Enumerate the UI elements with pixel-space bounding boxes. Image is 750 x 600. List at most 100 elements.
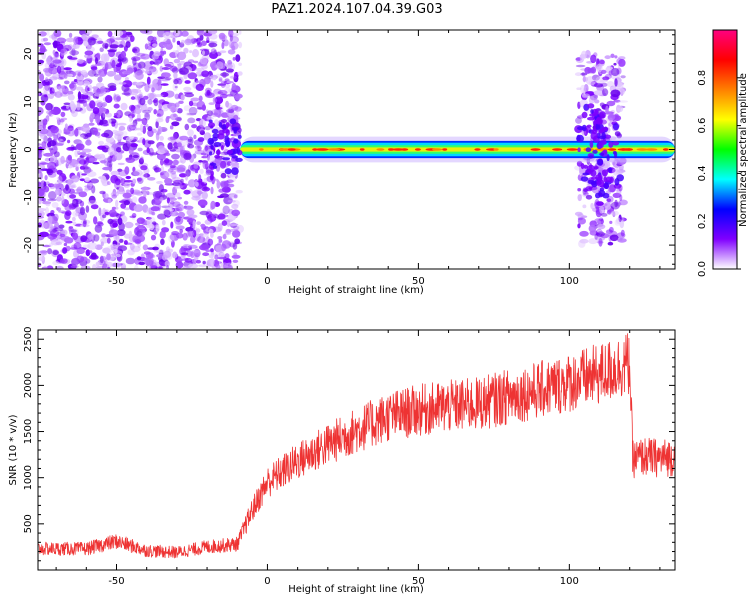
noise-blob: [614, 55, 618, 59]
noise-blob: [146, 147, 150, 154]
noise-blob: [94, 224, 103, 233]
noise-blob: [140, 156, 144, 162]
carrier-peak: [442, 148, 448, 151]
noise-blob: [88, 195, 96, 204]
noise-blob: [595, 206, 599, 210]
noise-blob: [113, 93, 117, 101]
noise-blob: [181, 39, 185, 45]
noise-blob: [226, 80, 233, 84]
carrier-peak: [414, 148, 421, 151]
cluster-blob: [585, 147, 592, 152]
noise-blob: [174, 85, 178, 89]
noise-blob: [54, 188, 62, 196]
cluster-blob: [587, 116, 595, 121]
noise-blob: [612, 167, 619, 176]
cluster-blob: [580, 176, 589, 182]
noise-blob: [187, 72, 198, 80]
noise-blob: [184, 172, 189, 181]
noise-blob: [189, 50, 193, 54]
noise-blob: [40, 100, 46, 106]
noise-blob: [133, 204, 144, 213]
noise-blob: [56, 207, 62, 212]
noise-blob: [233, 194, 238, 199]
y-tick-label: -20: [23, 237, 34, 253]
noise-blob: [226, 64, 233, 69]
noise-blob: [100, 160, 107, 164]
noise-blob: [585, 195, 593, 200]
noise-blob: [182, 232, 188, 241]
noise-blob: [71, 48, 76, 56]
noise-blob: [38, 262, 42, 267]
noise-blob: [166, 197, 170, 204]
noise-blob: [198, 264, 208, 268]
noise-blob: [118, 44, 124, 48]
noise-blob: [92, 264, 97, 269]
noise-blob: [147, 140, 155, 145]
cluster-blob: [587, 179, 595, 185]
noise-blob: [38, 256, 46, 262]
noise-blob: [129, 215, 136, 219]
noise-blob: [80, 125, 91, 132]
noise-blob: [185, 169, 191, 177]
noise-blob: [234, 106, 242, 112]
cluster-blob: [211, 136, 218, 142]
noise-blob: [197, 137, 205, 142]
noise-blob: [605, 105, 609, 115]
noise-blob: [610, 89, 621, 98]
noise-blob: [84, 187, 94, 191]
noise-blob: [54, 221, 60, 230]
noise-blob: [132, 48, 138, 53]
noise-blob: [185, 227, 194, 232]
colorbar-tick-label: 0.0: [697, 261, 708, 277]
noise-blob: [39, 73, 45, 82]
noise-blob: [70, 265, 79, 269]
noise-blob: [131, 171, 140, 177]
noise-blob: [169, 105, 176, 112]
carrier-peak: [474, 148, 481, 151]
noise-blob: [588, 80, 596, 86]
noise-blob: [212, 252, 221, 257]
noise-blob: [56, 65, 62, 74]
noise-blob: [162, 128, 166, 132]
noise-blob: [50, 125, 59, 134]
cluster-blob: [237, 134, 242, 139]
noise-blob: [67, 165, 73, 169]
cluster-blob: [596, 116, 602, 125]
noise-blob: [185, 112, 196, 117]
noise-blob: [115, 206, 119, 210]
noise-blob: [616, 217, 621, 225]
y-tick-label: 20: [23, 48, 34, 61]
noise-blob: [155, 249, 165, 253]
noise-blob: [118, 169, 129, 177]
cluster-blob: [231, 126, 239, 131]
noise-blob: [582, 76, 589, 82]
noise-blob: [619, 219, 625, 229]
snr-chart: -50 0 50 100 500 1000 1500 2000 2500 Height of s…: [8, 327, 676, 595]
noise-blob: [97, 145, 107, 150]
noise-blob: [117, 162, 125, 166]
noise-blob: [101, 102, 108, 107]
noise-blob: [224, 83, 231, 89]
noise-blob: [229, 33, 234, 42]
noise-blob: [578, 239, 586, 248]
cluster-blob: [577, 147, 581, 153]
cluster-blob: [231, 167, 239, 176]
noise-blob: [607, 113, 616, 121]
noise-blob: [116, 147, 122, 153]
noise-blob: [68, 226, 74, 229]
carrier-peak: [259, 148, 264, 151]
noise-blob: [237, 71, 243, 76]
noise-blob: [127, 124, 133, 132]
noise-blob: [594, 99, 600, 104]
x-tick-label: 0: [264, 576, 270, 587]
x-tick-label: 100: [560, 276, 579, 287]
cluster-blob: [588, 155, 594, 159]
cluster-blob: [589, 140, 594, 149]
noise-blob: [226, 262, 233, 265]
noise-blob: [164, 260, 170, 267]
noise-blob: [184, 80, 191, 84]
noise-blob: [577, 223, 581, 229]
noise-blob: [182, 244, 191, 249]
noise-blob: [183, 189, 191, 195]
noise-blob: [103, 129, 114, 139]
